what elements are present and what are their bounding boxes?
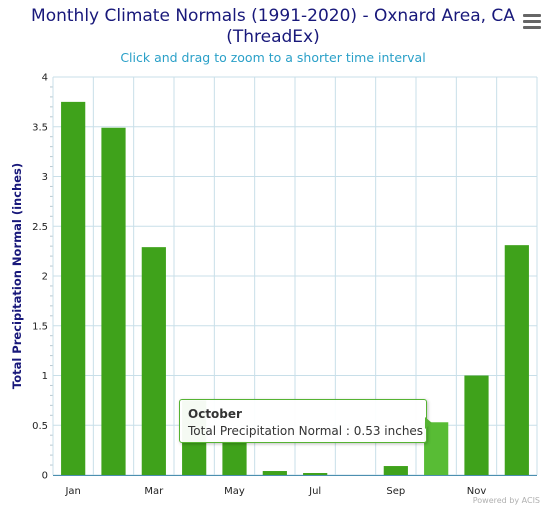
y-tick-label: 4 (42, 73, 48, 84)
y-axis-title: Total Precipitation Normal (inches) (10, 163, 24, 389)
y-tick-label: 0.5 (32, 421, 48, 432)
bar-mar[interactable] (141, 247, 166, 475)
x-tick-label: Sep (386, 486, 405, 497)
tooltip-body: Total Precipitation Normal : 0.53 inches (188, 424, 424, 438)
bar-nov[interactable] (464, 375, 489, 476)
bar-oct[interactable] (424, 422, 449, 475)
chart-subtitle: Click and drag to zoom to a shorter time… (120, 50, 426, 65)
y-tick-label: 2 (42, 272, 48, 283)
x-tick-label: Jul (308, 486, 321, 497)
y-tick-label: 2.5 (32, 222, 48, 233)
tooltip-pointer (425, 417, 432, 429)
x-tick-label: May (224, 486, 245, 497)
data-tooltip: October Total Precipitation Normal : 0.5… (179, 399, 427, 443)
chart-title-line2: (ThreadEx) (226, 27, 320, 47)
y-tick-label: 3.5 (32, 122, 48, 133)
bar-may[interactable] (222, 441, 247, 475)
chart-credit[interactable]: Powered by ACIS (472, 496, 540, 505)
bar-dec[interactable] (504, 245, 529, 475)
y-tick-label: 1.5 (32, 321, 48, 332)
bar-jun[interactable] (262, 471, 287, 475)
y-tick-label: 1 (42, 371, 48, 382)
bar-jul[interactable] (303, 473, 328, 475)
chart-title-line1: Monthly Climate Normals (1991-2020) - Ox… (31, 6, 515, 26)
y-tick-label: 0 (42, 471, 48, 482)
x-tick-label: Mar (144, 486, 164, 497)
bar-feb[interactable] (101, 127, 126, 476)
bar-jan[interactable] (61, 101, 86, 475)
tooltip-title: October (188, 407, 242, 421)
x-tick-label: Jan (64, 486, 80, 497)
hamburger-menu-icon[interactable] (523, 14, 541, 30)
y-tick-label: 3 (42, 172, 48, 183)
x-tick-label: Nov (467, 486, 487, 497)
bar-sep[interactable] (383, 466, 408, 475)
chart-title: Monthly Climate Normals (1991-2020) - Ox… (0, 6, 546, 48)
